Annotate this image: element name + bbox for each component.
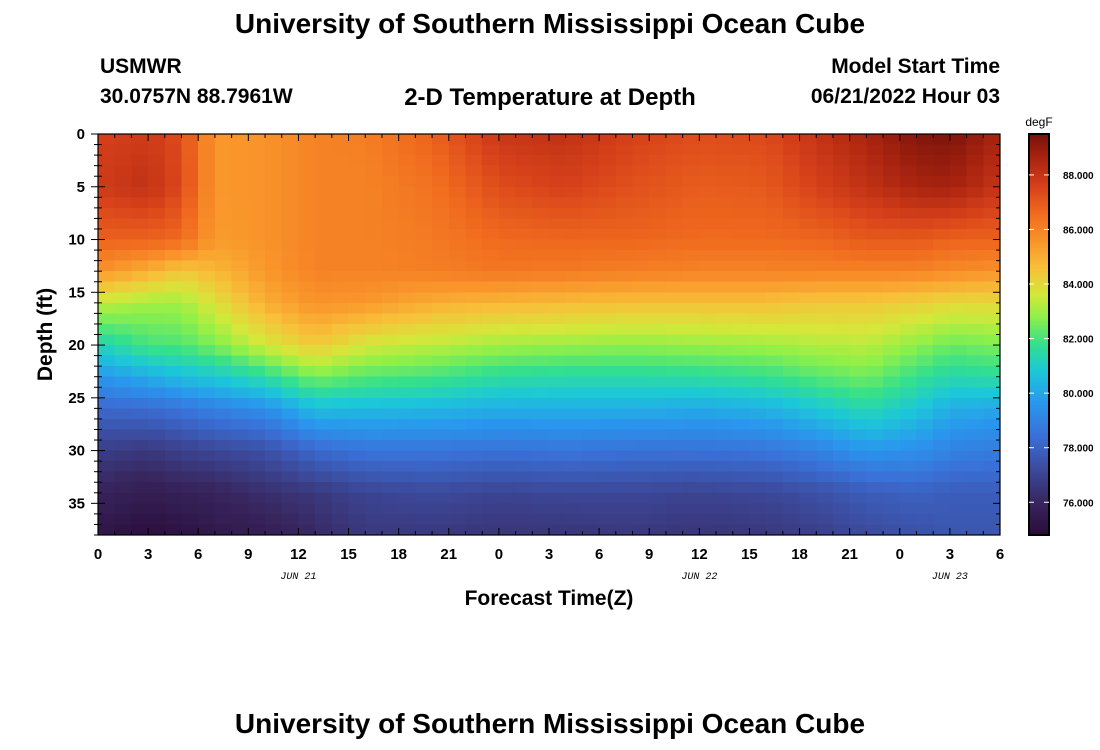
plot-frame [97, 133, 1001, 536]
x-tick-label: 3 [946, 546, 954, 563]
x-tick-label: 3 [545, 546, 553, 563]
colorbar-tick-label: 82.000 [1063, 335, 1094, 346]
colorbar-tick-label: 88.000 [1063, 171, 1094, 182]
x-tick-label: 9 [244, 546, 252, 563]
x-tick-label: 15 [340, 546, 357, 563]
y-tick-label: 0 [77, 126, 85, 143]
x-tick-label: 18 [791, 546, 808, 563]
colorbar-unit: degF [1025, 115, 1052, 129]
y-tick-label: 30 [68, 443, 85, 460]
y-tick-label: 25 [68, 390, 85, 407]
x-tick-label: 12 [691, 546, 708, 563]
x-tick-label: 12 [290, 546, 307, 563]
colorbar-tick-label: 84.000 [1063, 280, 1094, 291]
colorbar-frame [1028, 133, 1050, 536]
x-tick-label: 18 [390, 546, 407, 563]
y-tick-label: 15 [68, 284, 85, 301]
colorbar-tick-label: 80.000 [1063, 389, 1094, 400]
colorbar-gradient [1029, 134, 1049, 535]
x-tick-label: 21 [841, 546, 858, 563]
x-tick-label: 6 [996, 546, 1004, 563]
temperature-heatmap [98, 134, 1000, 535]
model-start-label: Model Start Time [831, 55, 1000, 78]
y-tick-label: 35 [68, 495, 85, 512]
station-coordinates: 30.0757N 88.7961W [100, 85, 293, 108]
x-tick-label: 0 [94, 546, 102, 563]
y-tick-label: 5 [77, 179, 85, 196]
date-label: JUN 22 [681, 572, 717, 583]
x-tick-label: 21 [440, 546, 457, 563]
colorbar-tick-label: 86.000 [1063, 225, 1094, 236]
colorbar-tick-label: 78.000 [1063, 444, 1094, 455]
date-label: JUN 21 [280, 572, 316, 583]
x-tick-label: 0 [896, 546, 904, 563]
x-tick-label: 0 [495, 546, 503, 563]
x-axis-label: Forecast Time(Z) [465, 587, 634, 610]
colorbar-tick-label: 76.000 [1063, 498, 1094, 509]
footer-title: University of Southern Mississippi Ocean… [234, 708, 866, 739]
x-tick-label: 15 [741, 546, 758, 563]
x-tick-label: 6 [595, 546, 603, 563]
y-axis-label: Depth (ft) [34, 288, 57, 381]
station-id: USMWR [100, 55, 182, 78]
page-title: University of Southern Mississippi Ocean… [234, 8, 866, 39]
x-tick-label: 9 [645, 546, 653, 563]
y-tick-label: 10 [68, 232, 85, 249]
date-label: JUN 23 [932, 572, 968, 583]
y-tick-label: 20 [68, 337, 85, 354]
x-tick-label: 3 [144, 546, 152, 563]
chart-subtitle: 2-D Temperature at Depth [404, 84, 696, 111]
model-start-value: 06/21/2022 Hour 03 [810, 85, 1000, 108]
x-tick-label: 6 [194, 546, 202, 563]
